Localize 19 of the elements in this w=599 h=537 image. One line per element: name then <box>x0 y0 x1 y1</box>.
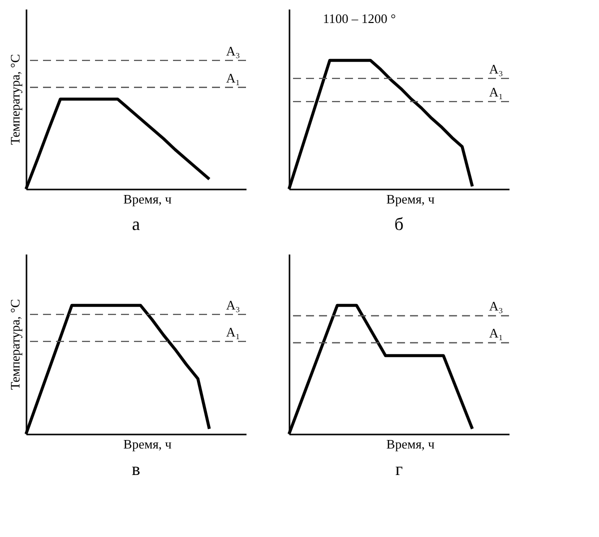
ref-line-label: A₁ <box>489 84 503 100</box>
ref-line-label: A₃ <box>489 298 503 314</box>
ref-line-label: A₁ <box>489 326 503 341</box>
x-axis-title: Время, ч <box>123 436 172 452</box>
ref-line-label: A₃ <box>489 61 503 76</box>
text: 1100 – 1200 ° <box>322 11 396 26</box>
text: г <box>395 459 403 479</box>
y-axis-title: Температура, °C <box>8 54 22 145</box>
ref-line-label: A₁ <box>226 70 240 86</box>
text: а <box>132 214 140 234</box>
x-axis-title: Время, ч <box>386 192 436 206</box>
x-axis-title: Время, ч <box>123 192 172 206</box>
ref-line-label: A₃ <box>226 297 240 312</box>
text: б <box>394 214 404 234</box>
ref-line-label: A₁ <box>226 324 240 340</box>
ref-line-label: A₃ <box>226 43 240 58</box>
x-axis-title: Время, ч <box>386 436 436 452</box>
y-axis-title: Температура, °C <box>8 299 22 390</box>
text: в <box>132 459 140 479</box>
